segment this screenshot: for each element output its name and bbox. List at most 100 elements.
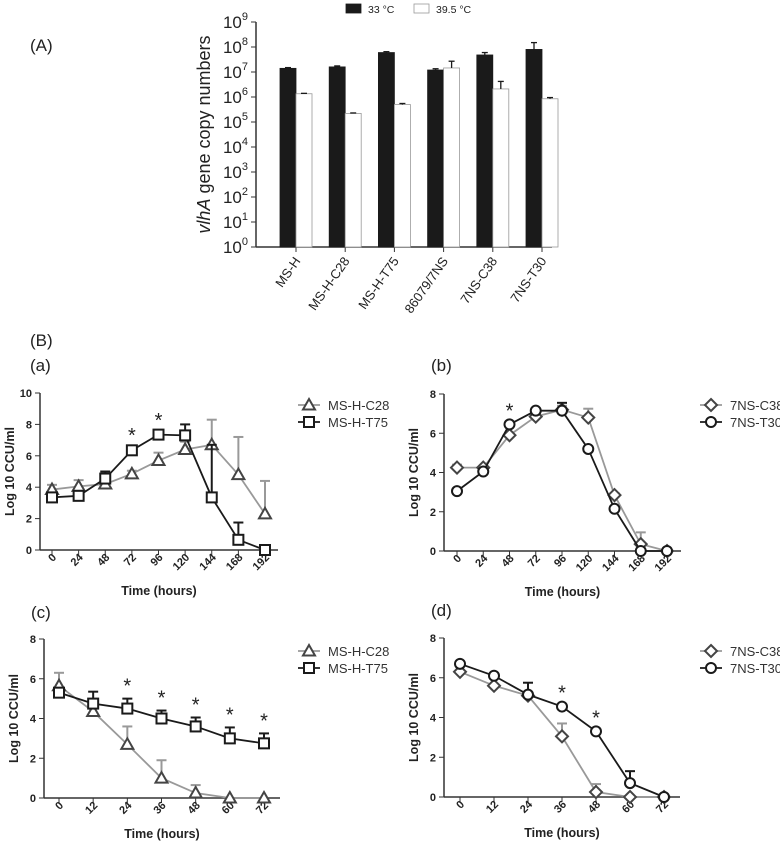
significance-star: * bbox=[123, 676, 131, 698]
data-point bbox=[588, 784, 604, 800]
series-7ns-t30 bbox=[451, 401, 673, 557]
data-point bbox=[454, 657, 466, 670]
y-tick-label: 103 bbox=[223, 161, 248, 182]
legend-marker bbox=[703, 643, 719, 659]
data-point bbox=[99, 472, 112, 485]
legend-label: MS-H-T75 bbox=[328, 661, 388, 676]
data-point bbox=[177, 441, 193, 456]
y-tick-label: 2 bbox=[30, 753, 36, 765]
x-axis-label: Time (hours) bbox=[524, 826, 599, 840]
x-tick-label: 48 bbox=[95, 552, 112, 569]
significance-star: * bbox=[158, 688, 166, 710]
x-axis-label: Time (hours) bbox=[121, 584, 196, 598]
x-tick-label: 144 bbox=[600, 552, 622, 574]
significance-star: * bbox=[226, 704, 234, 726]
y-tick-exponent: 5 bbox=[242, 111, 248, 123]
x-tick-label: 12 bbox=[83, 800, 100, 817]
x-axis-label: Time (hours) bbox=[124, 827, 199, 841]
legend-marker bbox=[303, 416, 315, 428]
bar bbox=[476, 54, 494, 248]
data-point bbox=[179, 429, 192, 442]
x-axis-label: Time (hours) bbox=[525, 585, 600, 599]
bar bbox=[295, 93, 313, 248]
panel-label-c: (c) bbox=[31, 603, 51, 622]
y-tick-label: 100 bbox=[223, 236, 248, 257]
x-tick-label: 86079/7NS bbox=[401, 254, 451, 316]
y-tick-label: 0 bbox=[430, 792, 436, 804]
y-tick-exponent: 0 bbox=[242, 236, 248, 248]
y-tick-label: 0 bbox=[430, 546, 436, 558]
x-tick-label: 96 bbox=[148, 552, 165, 569]
legend-label: 7NS-T30 bbox=[730, 661, 780, 676]
legend-label: 33 °C bbox=[368, 4, 395, 16]
y-tick-label: 6 bbox=[30, 674, 36, 686]
legend-marker bbox=[303, 662, 315, 674]
x-tick-label: 36 bbox=[552, 799, 569, 816]
bar bbox=[492, 88, 510, 248]
series-7ns-t30 bbox=[454, 657, 670, 803]
data-point bbox=[189, 720, 202, 733]
bar bbox=[377, 52, 395, 248]
y-tick-exponent: 7 bbox=[242, 61, 248, 73]
legend-label: 7NS-T30 bbox=[730, 415, 780, 430]
legend-label: 7NS-C38 bbox=[730, 398, 780, 413]
x-tick-label: 168 bbox=[626, 553, 647, 574]
y-tick-exponent: 2 bbox=[242, 186, 248, 198]
x-tick-label: 0 bbox=[53, 800, 66, 813]
y-axis-label: Log 10 CCU/ml bbox=[407, 428, 421, 517]
data-point bbox=[187, 785, 204, 799]
panel-label-A: (A) bbox=[30, 36, 53, 55]
y-tick-label: 105 bbox=[223, 111, 248, 132]
y-tick-exponent: 6 bbox=[242, 86, 248, 98]
data-point bbox=[87, 697, 100, 710]
bar bbox=[344, 113, 362, 248]
data-point bbox=[125, 444, 138, 457]
y-tick-label: 8 bbox=[26, 419, 32, 431]
legend-label: MS-H-T75 bbox=[328, 415, 388, 430]
data-point bbox=[522, 688, 534, 701]
data-point bbox=[556, 404, 568, 417]
x-tick-label: 144 bbox=[197, 551, 219, 573]
y-tick-label: 4 bbox=[26, 482, 33, 494]
bar bbox=[525, 49, 543, 248]
x-tick-label: 0 bbox=[46, 552, 59, 565]
x-tick-label: 7NS-C38 bbox=[457, 254, 500, 306]
x-tick-label: 168 bbox=[224, 552, 245, 573]
data-point bbox=[503, 418, 516, 431]
panel-label-d: (d) bbox=[431, 601, 452, 620]
panel-label-b: (b) bbox=[431, 356, 452, 375]
data-point bbox=[488, 669, 500, 682]
x-tick-label: MS-H-T75 bbox=[355, 254, 402, 312]
data-point bbox=[256, 789, 272, 804]
significance-star: * bbox=[155, 410, 163, 432]
bar bbox=[541, 98, 559, 248]
panel-label-a: (a) bbox=[30, 356, 51, 375]
data-point bbox=[477, 465, 490, 478]
x-tick-label: 96 bbox=[552, 553, 569, 570]
data-point bbox=[624, 777, 636, 790]
x-tick-label: 36 bbox=[151, 800, 168, 817]
x-tick-label: 0 bbox=[454, 799, 467, 812]
data-point bbox=[529, 404, 542, 417]
y-tick-exponent: 3 bbox=[242, 161, 248, 173]
y-tick-exponent: 8 bbox=[242, 36, 248, 48]
y-tick-exponent: 4 bbox=[242, 136, 248, 148]
data-point bbox=[554, 728, 570, 744]
x-tick-label: 24 bbox=[473, 552, 491, 570]
legend-marker bbox=[705, 662, 717, 674]
y-tick-label: 6 bbox=[430, 428, 436, 440]
data-point bbox=[449, 460, 465, 476]
y-tick-label: 0 bbox=[26, 545, 32, 557]
data-point bbox=[590, 725, 602, 738]
legend-label: 39.5 °C bbox=[436, 4, 472, 16]
series-7ns-c38 bbox=[449, 402, 675, 559]
significance-star: * bbox=[558, 683, 566, 705]
x-tick-label: MS-H bbox=[272, 254, 303, 290]
series-ms-h-t75 bbox=[53, 686, 270, 750]
